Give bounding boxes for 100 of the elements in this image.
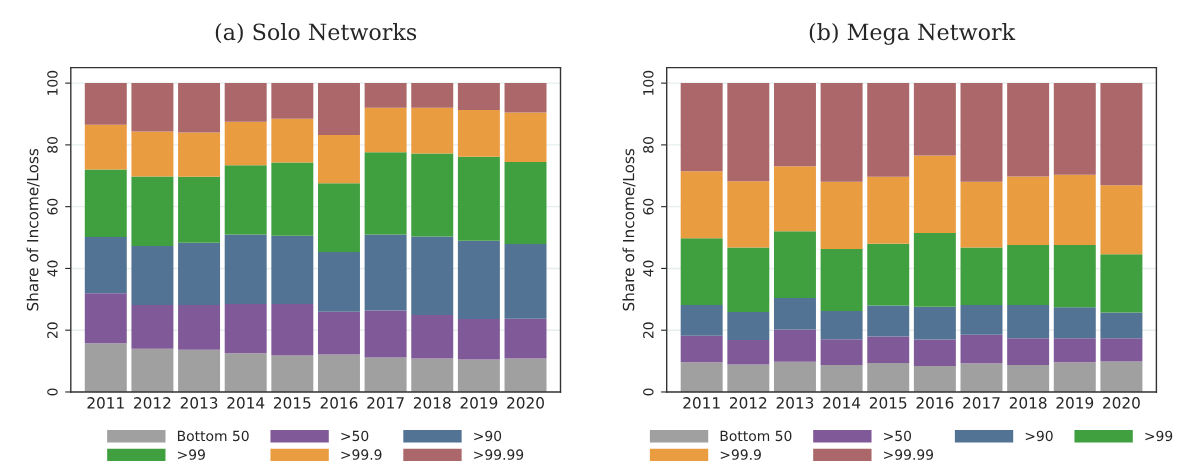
bar (178, 132, 221, 177)
y-tick-label: 60 (643, 198, 654, 215)
bar (504, 244, 547, 319)
bar (457, 359, 500, 392)
bar (1007, 244, 1050, 305)
y-tick-label: 80 (643, 136, 654, 153)
bar (317, 83, 360, 136)
x-tick-label: 2013 (776, 397, 814, 409)
bar (411, 107, 454, 154)
y-tick-label: 0 (643, 388, 654, 396)
chart-title: (b) Mega Network (809, 23, 1016, 45)
bar (504, 112, 547, 162)
bar (820, 83, 863, 182)
bar (820, 181, 863, 249)
y-tick-label: 100 (643, 70, 654, 95)
bar (1053, 362, 1096, 392)
legend-label: >99 (1145, 430, 1173, 442)
x-tick-label: 2014 (227, 397, 265, 409)
y-tick-label: 60 (47, 198, 58, 215)
x-tick-label: 2018 (413, 397, 451, 409)
bar (504, 161, 547, 245)
bar (913, 155, 956, 233)
bar (178, 349, 221, 392)
legend-label: >90 (474, 430, 502, 442)
bar (131, 304, 174, 349)
x-tick-label: 2015 (869, 397, 907, 409)
bar (271, 355, 314, 392)
legend-label: >99 (178, 449, 205, 460)
y-tick-label: 100 (47, 70, 58, 95)
y-tick-label: 20 (643, 322, 654, 339)
bar (131, 245, 174, 305)
bar (820, 339, 863, 366)
bar (411, 236, 454, 316)
legend-label: >50 (884, 430, 912, 442)
bar (727, 83, 770, 182)
y-axis-title: Share of Income/Loss (622, 148, 636, 311)
bar (364, 152, 407, 235)
bar (178, 242, 221, 305)
bar (820, 311, 863, 340)
bar (364, 107, 407, 153)
legend-label: >99.9 (720, 449, 761, 460)
bar (411, 83, 454, 108)
bar (224, 121, 267, 166)
bar (1100, 83, 1143, 186)
chart-title: (a) Solo Networks (215, 23, 417, 44)
x-tick-label: 2013 (180, 397, 218, 409)
bar (364, 83, 407, 108)
bar (1100, 254, 1143, 313)
legend-label: >99.99 (884, 449, 934, 460)
x-tick-label: 2019 (460, 397, 498, 409)
bar (960, 181, 1003, 248)
bar (1053, 338, 1096, 363)
y-tick-label: 20 (47, 322, 58, 339)
y-tick-label: 40 (643, 260, 654, 277)
bar (1007, 304, 1050, 339)
x-tick-label: 2015 (274, 397, 311, 409)
x-tick-label: 2012 (730, 397, 767, 409)
bar (84, 169, 127, 237)
bar (84, 343, 127, 392)
bar (913, 83, 956, 156)
y-tick-label: 0 (47, 388, 58, 396)
bar (271, 235, 314, 304)
bar (773, 231, 816, 299)
bar (1053, 307, 1096, 339)
bar (271, 118, 314, 163)
bar (960, 247, 1003, 305)
bar (1100, 361, 1143, 392)
bar (773, 329, 816, 362)
bar (1053, 83, 1096, 175)
x-tick-label: 2018 (1009, 397, 1047, 409)
bar (867, 362, 910, 392)
bar (773, 166, 816, 232)
bar (727, 181, 770, 248)
bar (773, 298, 816, 330)
bar (960, 83, 1003, 182)
bar (960, 304, 1003, 335)
x-tick-label: 2017 (963, 397, 1000, 409)
bar (680, 238, 723, 305)
x-tick-label: 2011 (87, 397, 124, 409)
bar (411, 315, 454, 359)
x-tick-label: 2016 (320, 397, 358, 409)
bar (178, 176, 221, 243)
bar (960, 334, 1003, 364)
legend-label: >90 (1025, 430, 1053, 442)
legend-label: Bottom 50 (720, 430, 792, 442)
bar (504, 318, 547, 359)
bar (364, 357, 407, 392)
bar (457, 83, 500, 110)
bar (680, 335, 723, 363)
bar (317, 354, 360, 392)
bar (271, 83, 314, 119)
x-tick-label: 2017 (367, 397, 404, 409)
bar (131, 348, 174, 392)
x-tick-label: 2019 (1056, 397, 1094, 409)
bar (727, 340, 770, 365)
bar (727, 247, 770, 312)
bar (364, 234, 407, 311)
bar (960, 363, 1003, 392)
bar (773, 83, 816, 167)
bar (773, 361, 816, 392)
